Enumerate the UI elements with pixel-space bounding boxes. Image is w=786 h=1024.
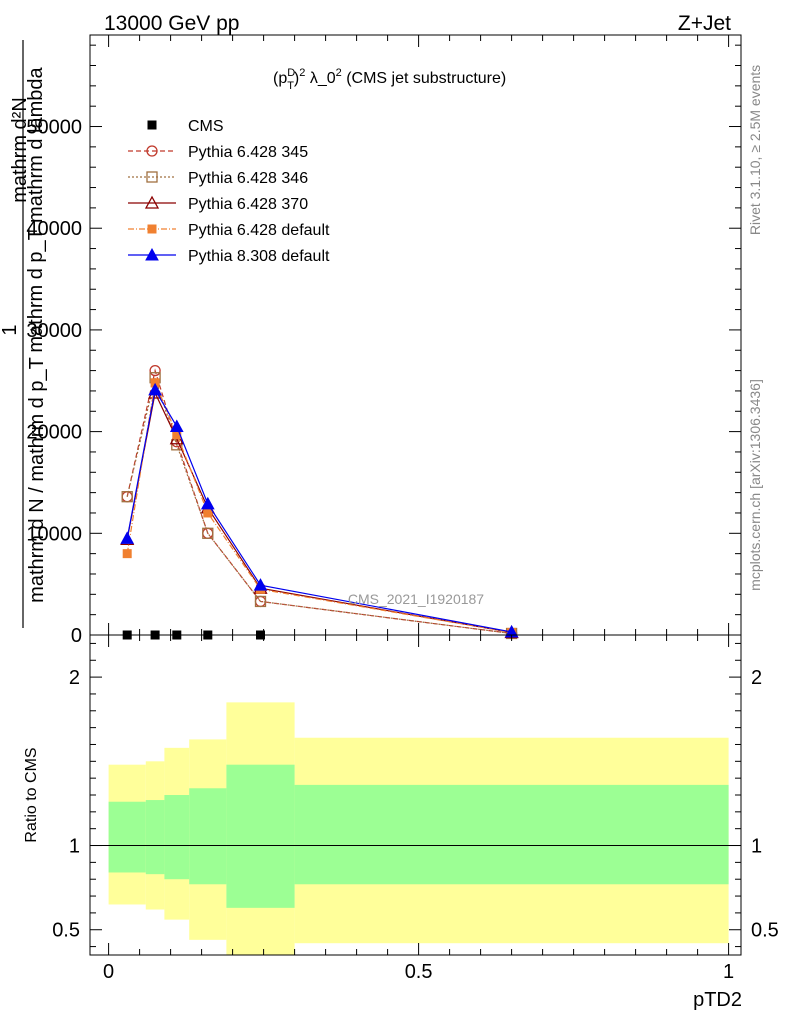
data-point: [122, 549, 132, 559]
main-ylabel-numerator: mathrm d²N: [9, 97, 31, 203]
main-ylabel-one: 1: [0, 324, 21, 335]
legend-entry: CMS: [147, 118, 224, 135]
ratio-y-tick-label: 0.5: [52, 920, 80, 942]
data-point: [254, 595, 267, 608]
series-line: [126, 380, 512, 634]
legend-entry: Pythia 6.428 default: [128, 222, 330, 239]
main-ylabel-lower-group: mathrm d N / mathrm d p_T: [26, 357, 48, 603]
rivet-label-group: Rivet 3.1.10, ≥ 2.5M events: [747, 65, 763, 235]
x-tick-label: 1: [723, 961, 734, 983]
y-tick-label: 50000: [26, 117, 82, 139]
data-point: [203, 508, 213, 518]
main-ylabel-lower: mathrm d N / mathrm d p_T: [26, 357, 48, 603]
x-tick-label: 0.5: [405, 961, 433, 983]
header-left: 13000 GeV pp: [104, 12, 239, 35]
main-ylabel-denominator-group: mathrm d p_T mathrm d lambda: [25, 66, 47, 352]
main-ylabel: 1: [0, 324, 21, 335]
data-point: [200, 496, 215, 510]
legend-entry: Pythia 8.308 default: [128, 247, 330, 265]
data-point: [149, 364, 161, 377]
header-right: Z+Jet: [678, 12, 731, 35]
y-tick-label: 10000: [26, 523, 82, 545]
ratio-ylabel-group: Ratio to CMS: [23, 747, 40, 842]
data-point: [202, 527, 214, 539]
data-point: [121, 491, 133, 503]
ratio-ylabel: Ratio to CMS: [23, 747, 40, 842]
rivet-label: Rivet 3.1.10, ≥ 2.5M events: [747, 65, 763, 235]
y-tick-label: 40000: [26, 218, 82, 240]
series-line: [126, 388, 512, 633]
data-point: [169, 419, 184, 433]
data-point: [148, 382, 162, 396]
series-pythia-8-308-default: [120, 382, 519, 638]
main-ylabel-denominator: mathrm d p_T mathrm d lambda: [25, 66, 47, 352]
legend-marker: [146, 145, 158, 157]
ratio-inner-band: [164, 795, 190, 880]
legend-label: Pythia 6.428 345: [188, 144, 308, 161]
legend-entry: Pythia 6.428 346: [128, 170, 308, 187]
main-ylabel-fraction: mathrm d²N: [9, 97, 31, 203]
legend-marker: [147, 224, 157, 234]
legend-label: Pythia 6.428 370: [188, 196, 308, 213]
ratio-plot-area: 0.5 0.5 1 1 2 2 0 0.5 1: [52, 635, 779, 983]
legend-entry: Pythia 6.428 370: [128, 195, 308, 213]
x-tick-label: 0: [103, 961, 114, 983]
data-point: [253, 578, 268, 591]
legend-label: Pythia 8.308 default: [188, 248, 330, 265]
legend-marker: [147, 120, 157, 130]
legend-marker: [145, 247, 159, 261]
ratio-plot-frame: [89, 634, 742, 956]
ratio-inner-band: [145, 800, 165, 875]
ratio-inner-band: [108, 801, 146, 873]
y-tick-label: 20000: [26, 422, 82, 444]
mcplots-label: mcplots.cern.ch [arXiv:1306.3436]: [747, 379, 763, 591]
legend: CMS Pythia 6.428 345 Pythia 6.428 346 Pythi…: [128, 118, 330, 265]
analysis-id-label: CMS_2021_I1920187: [348, 591, 484, 607]
main-plot-area: 0 10000 20000 30000 40000 50000: [26, 35, 741, 647]
x-axis-label: pTD2: [693, 989, 742, 1011]
ratio-y-tick-label-right: 2: [751, 667, 762, 689]
mcplots-label-group: mcplots.cern.ch [arXiv:1306.3436]: [747, 379, 763, 591]
data-point: [120, 531, 135, 544]
ratio-inner-band: [294, 784, 729, 885]
legend-marker: [144, 195, 160, 209]
y-tick-label: 30000: [26, 320, 82, 342]
ratio-y-tick-label-right: 1: [751, 836, 762, 858]
ratio-y-tick-label: 2: [69, 667, 80, 689]
ratio-inner-band: [189, 788, 227, 885]
main-plot-title: (pD T)2 λ_02 (CMS jet substructure): [273, 67, 506, 92]
legend-marker: [146, 171, 158, 183]
ratio-y-tick-label: 1: [69, 836, 80, 858]
legend-label: Pythia 6.428 346: [188, 170, 308, 187]
legend-entry: Pythia 6.428 345: [128, 144, 308, 161]
ratio-inner-band: [226, 764, 295, 908]
ratio-y-tick-label-right: 0.5: [751, 920, 779, 942]
legend-label: CMS: [188, 118, 224, 135]
legend-label: Pythia 6.428 default: [188, 222, 330, 239]
y-tick-label: 0: [71, 625, 82, 647]
